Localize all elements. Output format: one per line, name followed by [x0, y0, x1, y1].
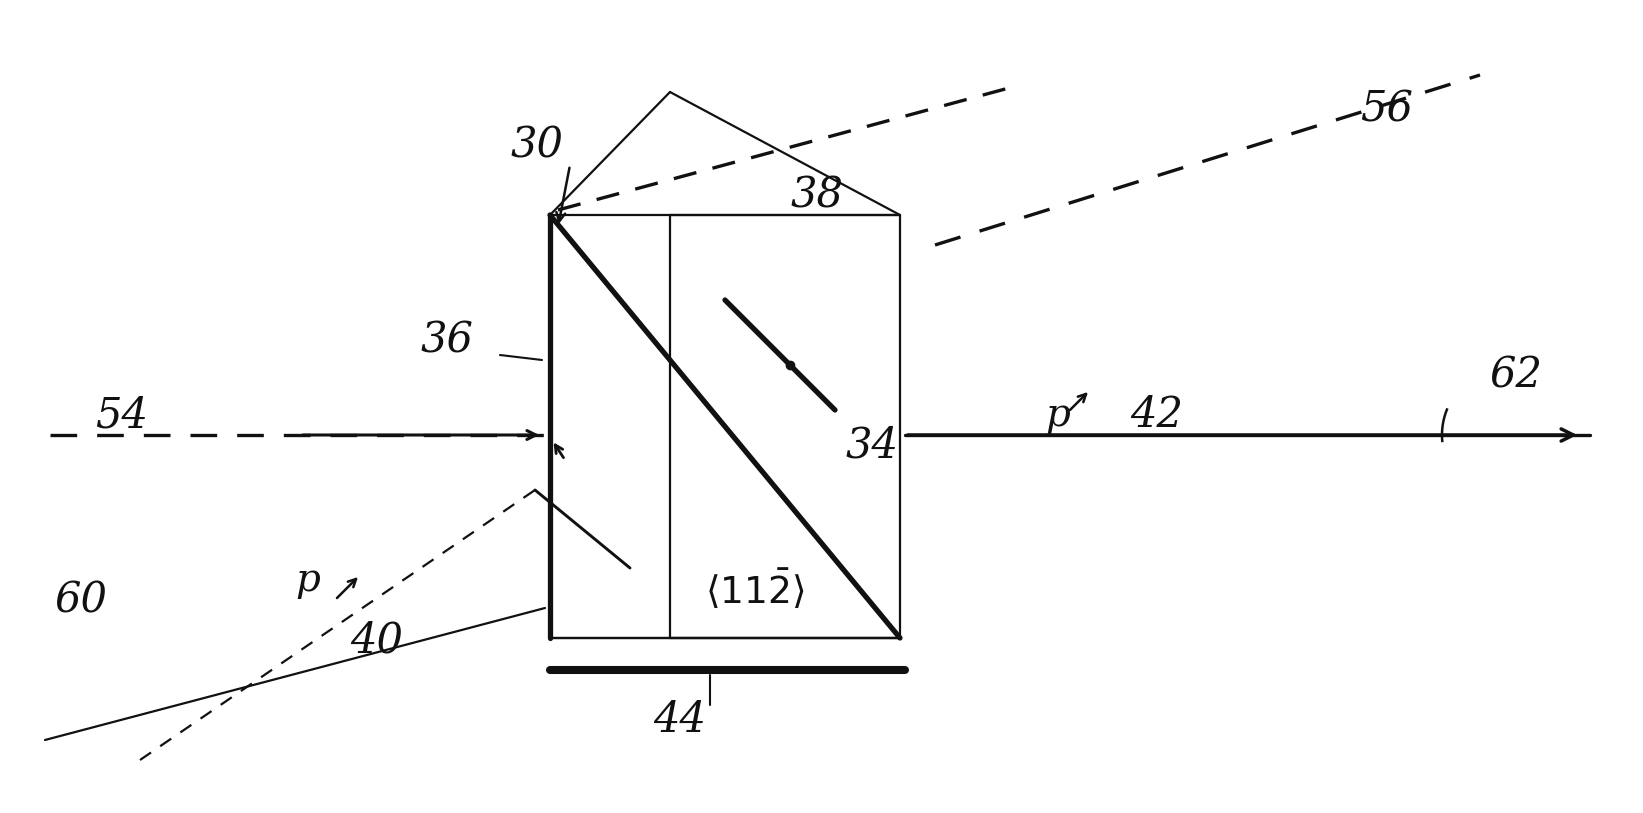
Text: 38: 38	[790, 174, 843, 216]
Text: 42: 42	[1130, 394, 1183, 436]
Text: 54: 54	[95, 394, 148, 436]
Text: 44: 44	[654, 699, 706, 741]
Text: 36: 36	[421, 319, 473, 361]
Text: 30: 30	[509, 124, 564, 166]
Text: 56: 56	[1360, 89, 1413, 131]
Text: p: p	[1045, 397, 1070, 433]
Text: $\langle 11\bar{2}\rangle$: $\langle 11\bar{2}\rangle$	[705, 567, 805, 612]
Text: p: p	[296, 562, 320, 598]
Text: 62: 62	[1490, 354, 1543, 396]
Text: 34: 34	[845, 424, 899, 466]
Text: 40: 40	[350, 619, 403, 661]
Text: 60: 60	[54, 579, 108, 621]
